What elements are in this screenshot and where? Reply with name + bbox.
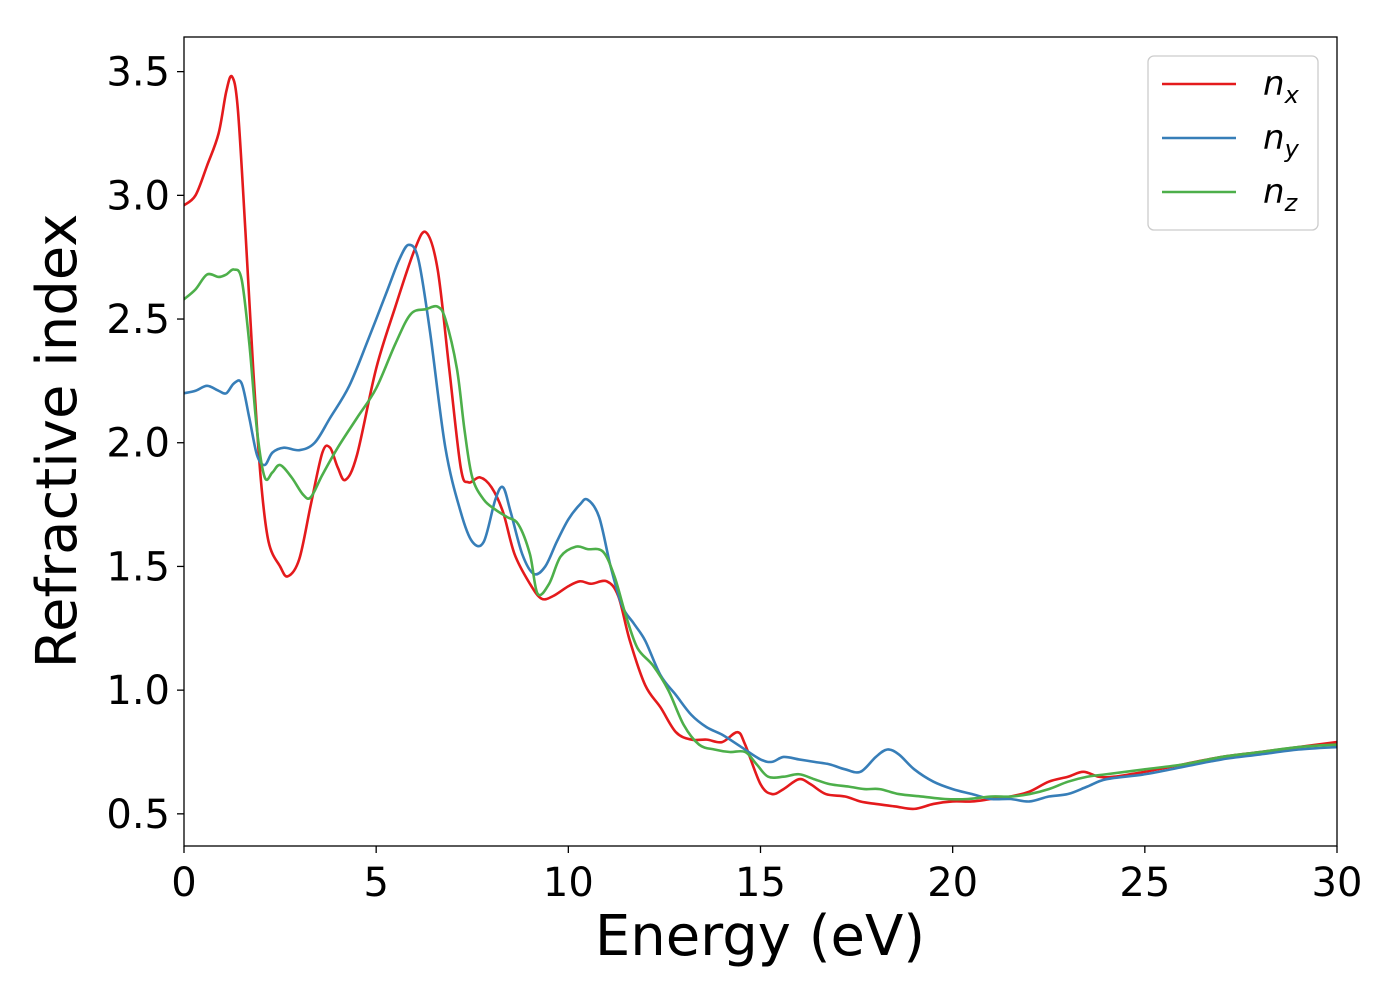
y-tick-label: 0.5 — [106, 792, 170, 838]
y-axis-ticks: 0.5 1.0 1.5 2.0 2.5 3.0 3.5 — [106, 50, 184, 838]
legend-label-nx: nx — [1263, 64, 1300, 109]
series-line-ny — [184, 243, 1337, 803]
x-axis-ticks: 0 5 10 15 20 25 30 — [171, 846, 1362, 906]
x-tick-label: 15 — [735, 860, 786, 906]
x-tick-label: 10 — [543, 860, 594, 906]
x-tick-label: 0 — [171, 860, 196, 906]
y-tick-label: 2.0 — [106, 421, 170, 467]
series-layer — [184, 74, 1337, 811]
y-tick-label: 3.0 — [106, 173, 170, 219]
legend: nx ny nz — [1147, 55, 1319, 231]
y-tick-label: 2.5 — [106, 297, 170, 343]
y-tick-label: 3.5 — [106, 50, 170, 96]
y-tick-label: 1.5 — [106, 544, 170, 590]
x-tick-label: 25 — [1119, 860, 1170, 906]
y-axis-label: Refractive index — [25, 214, 90, 669]
x-axis-label: Energy (eV) — [595, 904, 925, 969]
legend-box — [1147, 55, 1319, 231]
series-line-nz — [184, 268, 1337, 801]
legend-label-nz: nz — [1263, 172, 1299, 217]
x-tick-label: 30 — [1312, 860, 1363, 906]
x-tick-label: 5 — [363, 860, 388, 906]
y-tick-label: 1.0 — [106, 668, 170, 714]
legend-label-ny: ny — [1263, 118, 1300, 163]
x-tick-label: 20 — [927, 860, 978, 906]
